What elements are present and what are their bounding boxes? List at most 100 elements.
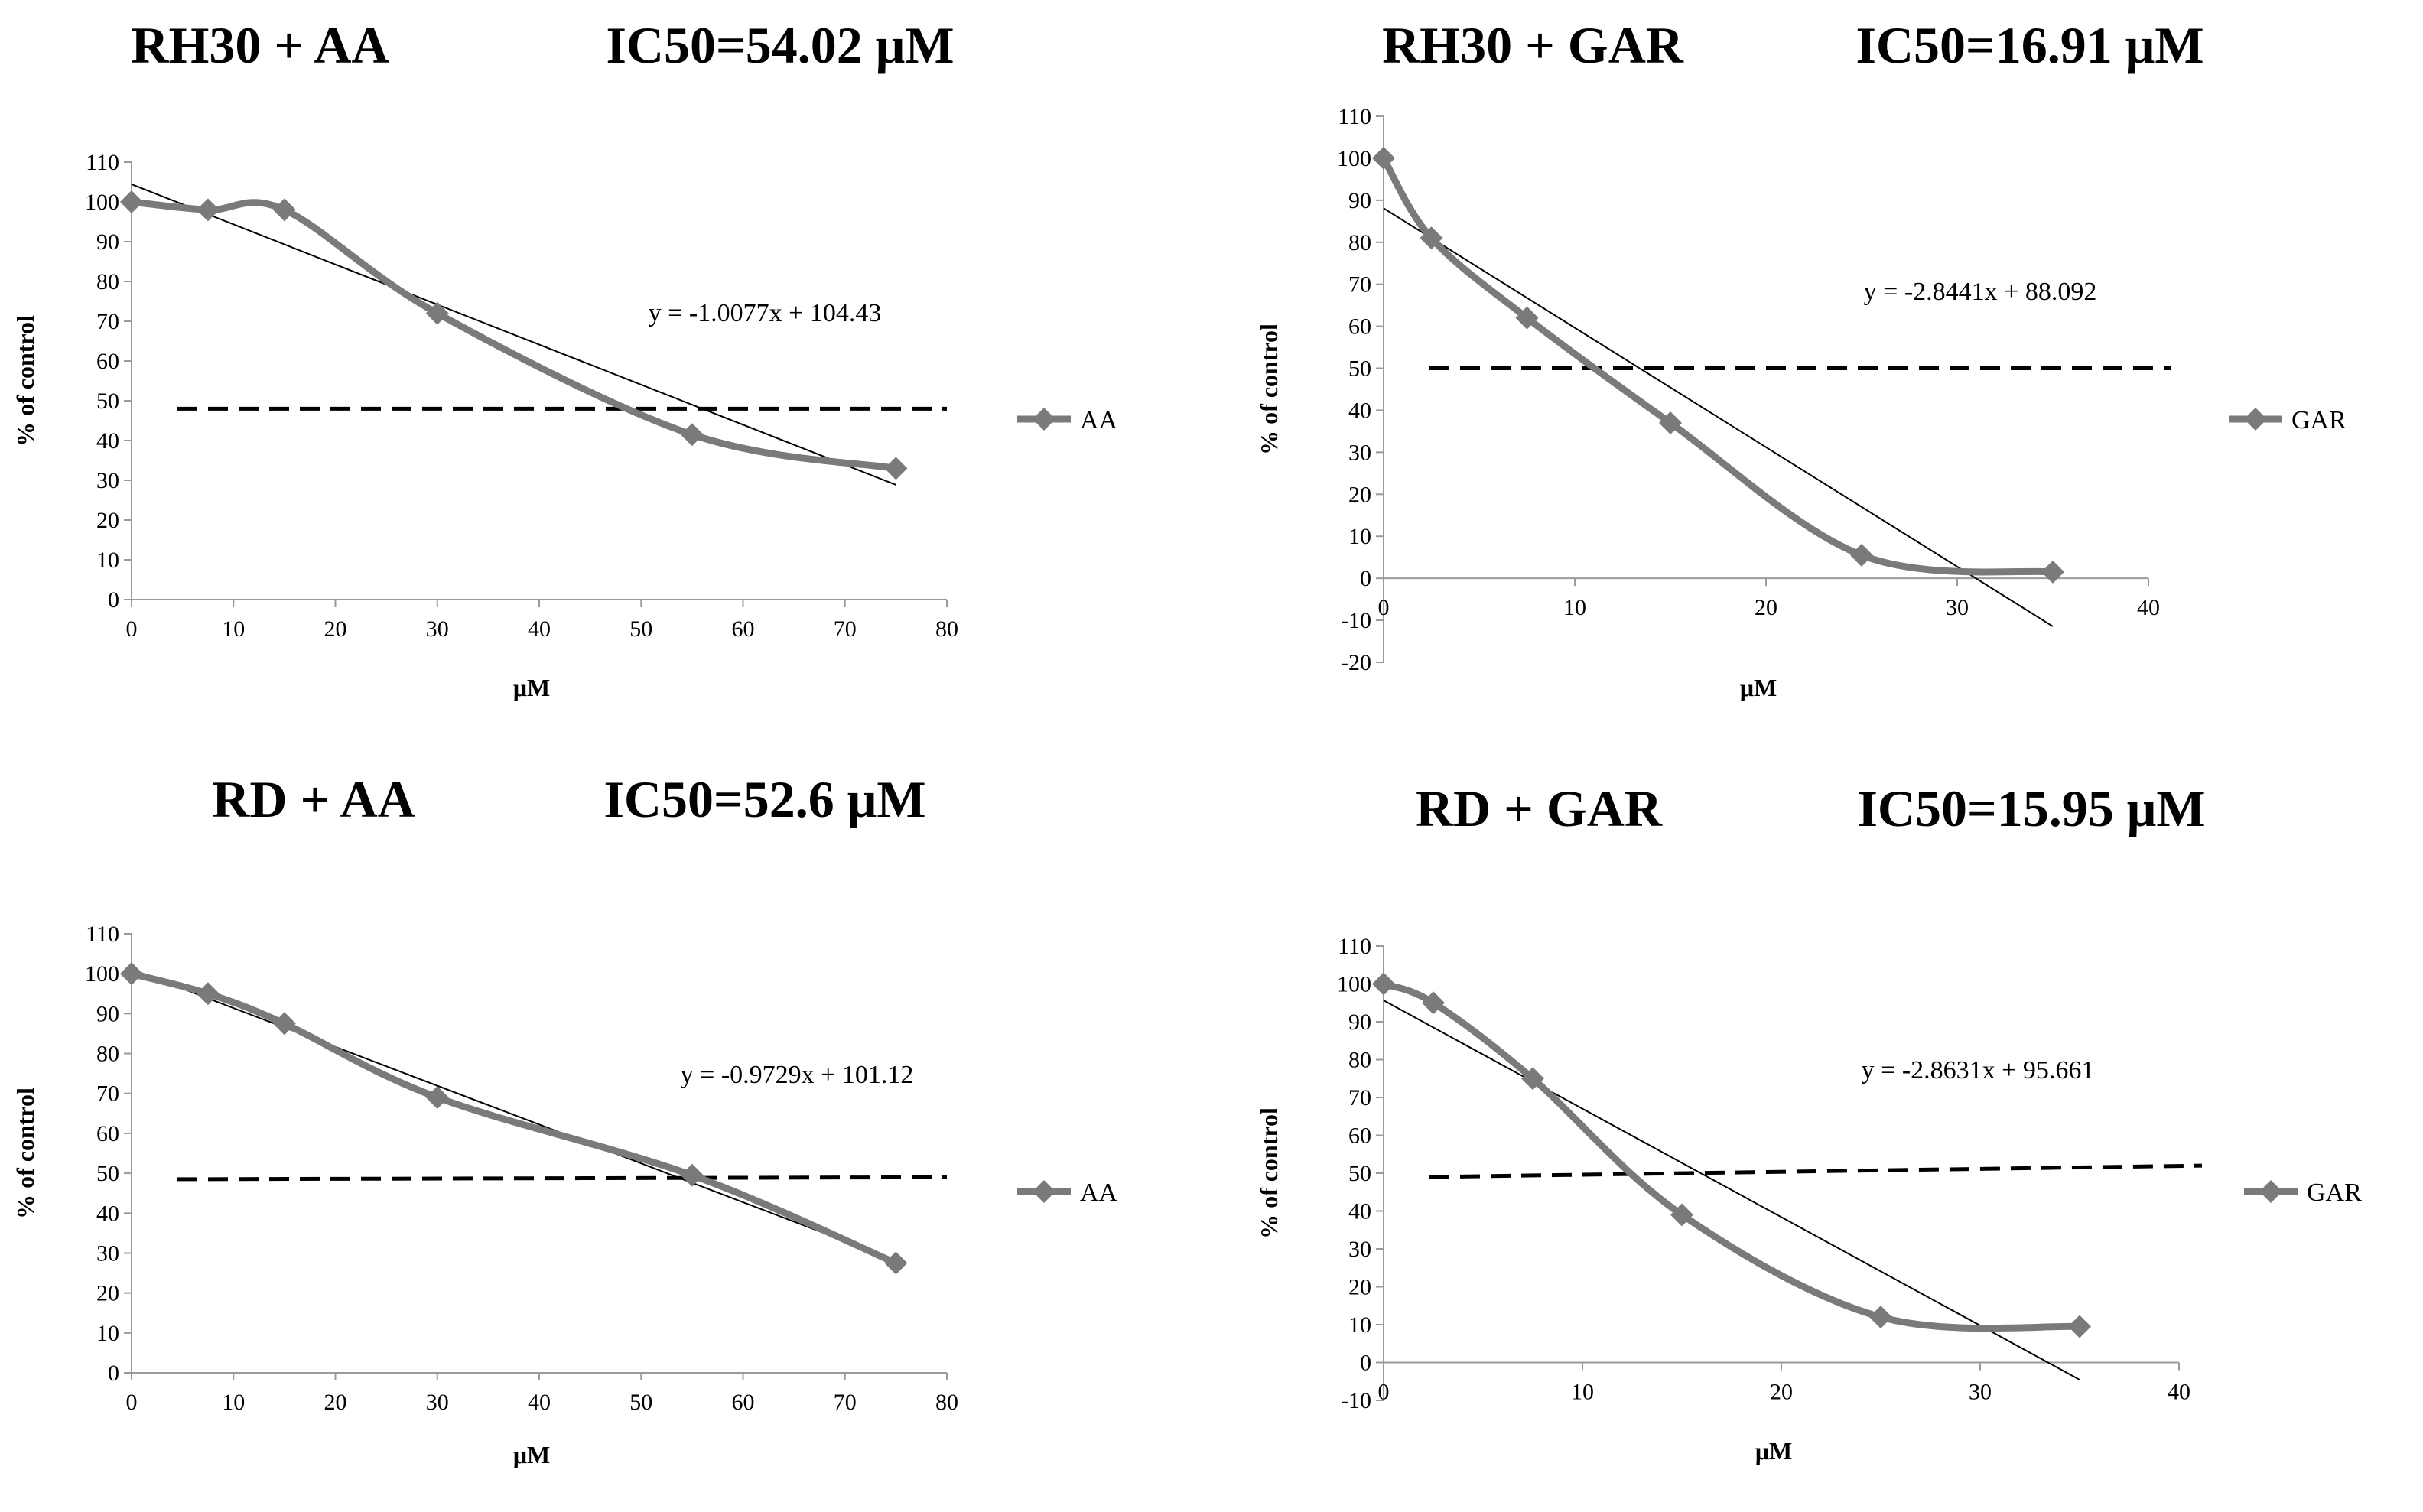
y-tick-label: 50 [1348, 356, 1371, 382]
y-axis-label: % of control [11, 315, 39, 447]
trendline [131, 968, 896, 1262]
y-tick-label: 10 [96, 1321, 119, 1346]
y-tick-label: 30 [1348, 440, 1371, 465]
y-tick-label: 110 [86, 150, 119, 175]
y-tick-label: 0 [1360, 1351, 1371, 1376]
y-tick-label: 60 [1348, 314, 1371, 340]
y-tick-label: 80 [1348, 230, 1371, 255]
y-axis-label: % of control [11, 1088, 39, 1219]
y-tick-label: 0 [1360, 566, 1371, 591]
data-point [196, 982, 220, 1006]
legend-marker [2244, 408, 2267, 431]
x-tick-label: 30 [1969, 1380, 1992, 1405]
trendline-equation: y = -2.8441x + 88.092 [1864, 278, 2097, 306]
data-point [120, 190, 143, 213]
data-point [1420, 226, 1443, 250]
x-tick-label: 50 [629, 1390, 652, 1415]
x-tick-label: 80 [935, 616, 958, 642]
y-tick-label: 10 [1348, 1312, 1371, 1338]
legend-marker [1033, 408, 1055, 431]
data-point [1850, 543, 1873, 567]
y-tick-label: 100 [85, 190, 119, 215]
ic50-label: IC50=15.95 μM [1857, 779, 2205, 837]
y-tick-label: -10 [1341, 1388, 1371, 1413]
y-tick-label: 60 [96, 1121, 119, 1146]
y-tick-label: 40 [96, 428, 119, 454]
data-point [425, 1085, 449, 1109]
y-tick-label: 40 [1348, 398, 1371, 423]
y-tick-label: 20 [96, 508, 119, 533]
data-point [1521, 1067, 1544, 1091]
ic50-label: IC50=54.02 μM [606, 16, 954, 74]
y-tick-label: -10 [1341, 608, 1371, 633]
y-tick-label: 30 [1348, 1237, 1371, 1262]
trendline [1383, 1000, 2080, 1380]
data-point [1869, 1306, 1892, 1329]
trendline [1383, 207, 2054, 627]
series-line-gar [1380, 980, 2083, 1332]
x-tick-label: 20 [324, 616, 347, 642]
y-tick-label: 110 [1338, 934, 1371, 959]
legend-marker [2259, 1180, 2282, 1203]
legend-label: GAR [2307, 1179, 2362, 1207]
legend-label: AA [1080, 406, 1118, 434]
y-tick-label: 30 [96, 468, 119, 493]
data-point [1515, 306, 1539, 330]
x-tick-label: 20 [1755, 595, 1777, 620]
y-tick-label: 90 [96, 1001, 119, 1026]
y-axis-label: % of control [1255, 324, 1283, 455]
legend-label: GAR [2291, 406, 2347, 434]
data-point [884, 457, 908, 480]
data-point [1670, 1203, 1693, 1227]
y-tick-label: 60 [1348, 1123, 1371, 1149]
data-point [2041, 560, 2064, 584]
y-tick-label: 20 [96, 1281, 119, 1306]
x-tick-label: 10 [1563, 595, 1586, 620]
y-tick-label: 70 [1348, 272, 1371, 298]
data-point [272, 198, 296, 222]
y-tick-label: 0 [108, 1361, 119, 1386]
data-point [1372, 972, 1395, 996]
y-tick-label: -20 [1341, 650, 1371, 675]
x-tick-label: 0 [1378, 1380, 1390, 1405]
series-line-gar [1380, 154, 2057, 576]
chart-title: RD + AA [212, 770, 415, 828]
data-point [120, 962, 143, 986]
y-tick-label: 110 [86, 922, 119, 947]
data-point [884, 1251, 908, 1275]
x-tick-label: 20 [1770, 1380, 1793, 1405]
y-tick-label: 70 [96, 1081, 119, 1107]
trendline-equation: y = -0.9729x + 101.12 [681, 1061, 914, 1089]
x-tick-label: 0 [126, 1390, 138, 1415]
trendline [131, 184, 896, 486]
y-tick-label: 100 [85, 961, 119, 987]
x-tick-label: 10 [222, 1390, 245, 1415]
x-tick-label: 20 [324, 1390, 347, 1415]
y-tick-label: 100 [1337, 972, 1371, 997]
data-point [680, 1163, 704, 1187]
ic50-threshold-line [1429, 1163, 2203, 1179]
chart-title: RD + GAR [1416, 779, 1663, 837]
y-tick-label: 50 [1348, 1161, 1371, 1186]
y-tick-label: 110 [1338, 104, 1371, 129]
data-point [272, 1012, 296, 1036]
ic50-label: IC50=16.91 μM [1855, 16, 2203, 74]
y-tick-label: 90 [1348, 1010, 1371, 1035]
x-tick-label: 40 [528, 1390, 551, 1415]
x-tick-label: 10 [222, 616, 245, 642]
x-tick-label: 30 [426, 1390, 449, 1415]
data-point [1372, 146, 1395, 170]
chart-panel-rh30-aa: RH30 + AA IC50=54.02 μM 0 10 20 30 40 50 60 70 80 9… [11, 16, 1118, 701]
trendline-equation: y = -1.0077x + 104.43 [649, 299, 882, 327]
data-point [196, 198, 220, 222]
x-tick-label: 0 [126, 616, 138, 642]
y-tick-label: 80 [96, 269, 119, 294]
y-tick-label: 80 [96, 1042, 119, 1067]
chart-title: RH30 + AA [131, 16, 389, 74]
x-tick-label: 10 [1571, 1380, 1594, 1405]
x-tick-label: 0 [1378, 595, 1390, 620]
data-point [680, 423, 704, 447]
series-line-aa [128, 970, 899, 1267]
x-axis-label: μM [1755, 1437, 1792, 1465]
